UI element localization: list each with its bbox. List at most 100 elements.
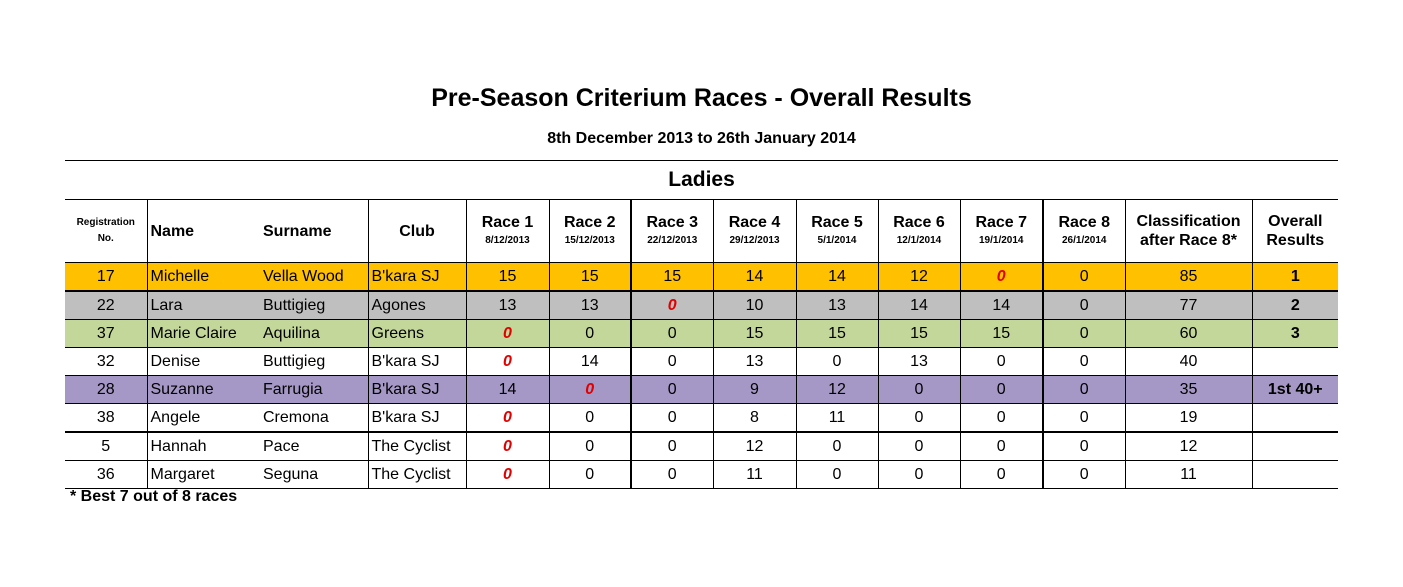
cell-race-1: 0 <box>465 403 549 433</box>
cell-race-5: 0 <box>795 432 878 461</box>
cell-race-5: 14 <box>795 262 878 292</box>
race-score: 0 <box>832 465 842 483</box>
cell-race-8: 0 <box>1042 432 1125 461</box>
cell-surname: Farrugia <box>260 375 368 404</box>
cell-club: The Cyclist <box>367 460 466 489</box>
cell-registration: 28 <box>65 375 147 404</box>
cell-name: Marie Claire <box>146 319 260 348</box>
race-score: 0 <box>996 352 1006 370</box>
cell-overall <box>1251 403 1339 433</box>
table-row: 28 Suzanne Farrugia B'kara SJ 14 0 0 9 12 0 0 0 35 1s… <box>65 375 1339 404</box>
table-row: 17 Michelle Vella Wood B'kara SJ 15 15 15 14 14 1… <box>65 262 1339 292</box>
cell-race-3: 0 <box>630 291 713 320</box>
cell-race-1: 0 <box>465 347 549 376</box>
cell-race-6: 0 <box>877 403 960 433</box>
race-score: 15 <box>580 267 599 285</box>
cell-classification: 11 <box>1124 460 1252 489</box>
cell-overall <box>1251 432 1339 461</box>
registration-label: Registration <box>76 217 135 228</box>
cell-race-8: 0 <box>1042 347 1125 376</box>
section-row: Ladies <box>65 160 1339 200</box>
col-header-race-8: Race 8 26/1/2014 <box>1042 199 1125 263</box>
cell-race-3: 15 <box>630 262 713 292</box>
table-row: 22 Lara Buttigieg Agones 13 13 0 10 13 14 14 0 77 2 <box>65 291 1339 320</box>
cell-name: Suzanne <box>146 375 260 404</box>
cell-race-2: 14 <box>548 347 631 376</box>
table-row: 5 Hannah Pace The Cyclist 0 0 0 12 0 0 0 0 12 <box>65 432 1339 461</box>
race-score: 0 <box>667 465 677 483</box>
cell-race-6: 0 <box>877 375 960 404</box>
col-header-race-2: Race 2 15/12/2013 <box>548 199 631 263</box>
cell-club: B'kara SJ <box>367 347 466 376</box>
cell-club: The Cyclist <box>367 432 466 461</box>
registration-no-label: No. <box>97 233 114 244</box>
col-header-registration: Registration No. <box>65 199 147 263</box>
cell-club: B'kara SJ <box>367 262 466 292</box>
cell-race-6: 0 <box>877 432 960 461</box>
race-score: 0 <box>1079 352 1089 370</box>
col-header-club: Club <box>367 199 466 263</box>
cell-race-4: 14 <box>712 262 796 292</box>
cell-overall: 3 <box>1251 319 1339 348</box>
dropped-score: 0 <box>667 296 677 314</box>
cell-classification: 77 <box>1124 291 1252 320</box>
cell-race-5: 13 <box>795 291 878 320</box>
race-score: 0 <box>585 408 595 426</box>
race-score: 15 <box>828 324 846 342</box>
race-score: 0 <box>667 352 677 370</box>
cell-race-3: 0 <box>630 432 713 461</box>
cell-name: Margaret <box>146 460 260 489</box>
cell-race-7: 0 <box>959 460 1043 489</box>
cell-surname: Cremona <box>260 403 368 433</box>
race-score: 11 <box>746 465 763 483</box>
race-score: 0 <box>914 380 924 398</box>
cell-race-8: 0 <box>1042 319 1125 348</box>
results-body: 17 Michelle Vella Wood B'kara SJ 15 15 15 14 14 1… <box>65 262 1339 489</box>
race-score: 0 <box>914 437 924 455</box>
race-score: 0 <box>1079 380 1089 398</box>
header-row: Registration No. Name Surname Club Race … <box>65 199 1339 263</box>
cell-surname: Pace <box>260 432 368 461</box>
cell-race-8: 0 <box>1042 460 1125 489</box>
cell-overall <box>1251 347 1339 376</box>
race-score: 0 <box>914 465 924 483</box>
cell-club: Agones <box>367 291 466 320</box>
cell-race-6: 15 <box>877 319 960 348</box>
race-score: 13 <box>498 296 517 314</box>
cell-surname: Buttigieg <box>260 291 368 320</box>
cell-race-7: 0 <box>959 262 1043 292</box>
dropped-score: 0 <box>503 324 512 342</box>
race-score: 14 <box>580 352 599 370</box>
race-score: 0 <box>585 324 595 342</box>
cell-race-1: 13 <box>465 291 549 320</box>
cell-race-1: 0 <box>465 460 549 489</box>
race-score: 15 <box>910 324 928 342</box>
cell-surname: Aquilina <box>260 319 368 348</box>
cell-registration: 5 <box>65 432 147 461</box>
cell-race-2: 15 <box>548 262 631 292</box>
race-score: 12 <box>828 380 846 398</box>
results-table: Ladies Registration No. Name Surname Clu… <box>65 160 1339 489</box>
cell-race-3: 0 <box>630 375 713 404</box>
cell-race-8: 0 <box>1042 291 1125 320</box>
race-score: 0 <box>1079 296 1089 314</box>
race-score: 15 <box>498 267 517 285</box>
cell-race-8: 0 <box>1042 262 1125 292</box>
section-title: Ladies <box>65 160 1339 200</box>
race-score: 0 <box>667 380 677 398</box>
table-row: 37 Marie Claire Aquilina Greens 0 0 0 15 15 15 15 0… <box>65 319 1339 348</box>
cell-race-5: 0 <box>795 460 878 489</box>
race-score: 0 <box>996 437 1006 455</box>
cell-race-7: 15 <box>959 319 1043 348</box>
col-header-race-5: Race 5 5/1/2014 <box>795 199 878 263</box>
race-score: 0 <box>1079 465 1089 483</box>
page-subtitle: 8th December 2013 to 26th January 2014 <box>547 130 856 147</box>
race-score: 0 <box>585 465 595 483</box>
race-score: 0 <box>667 437 677 455</box>
cell-classification: 19 <box>1124 403 1252 433</box>
cell-overall: 1st 40+ <box>1251 375 1339 404</box>
footnote: * Best 7 out of 8 races <box>70 488 238 505</box>
col-header-overall: Overall Results <box>1251 199 1339 263</box>
dropped-score: 0 <box>503 352 512 370</box>
table-row: 32 Denise Buttigieg B'kara SJ 0 14 0 13 0 13 0 0 40 <box>65 347 1339 376</box>
